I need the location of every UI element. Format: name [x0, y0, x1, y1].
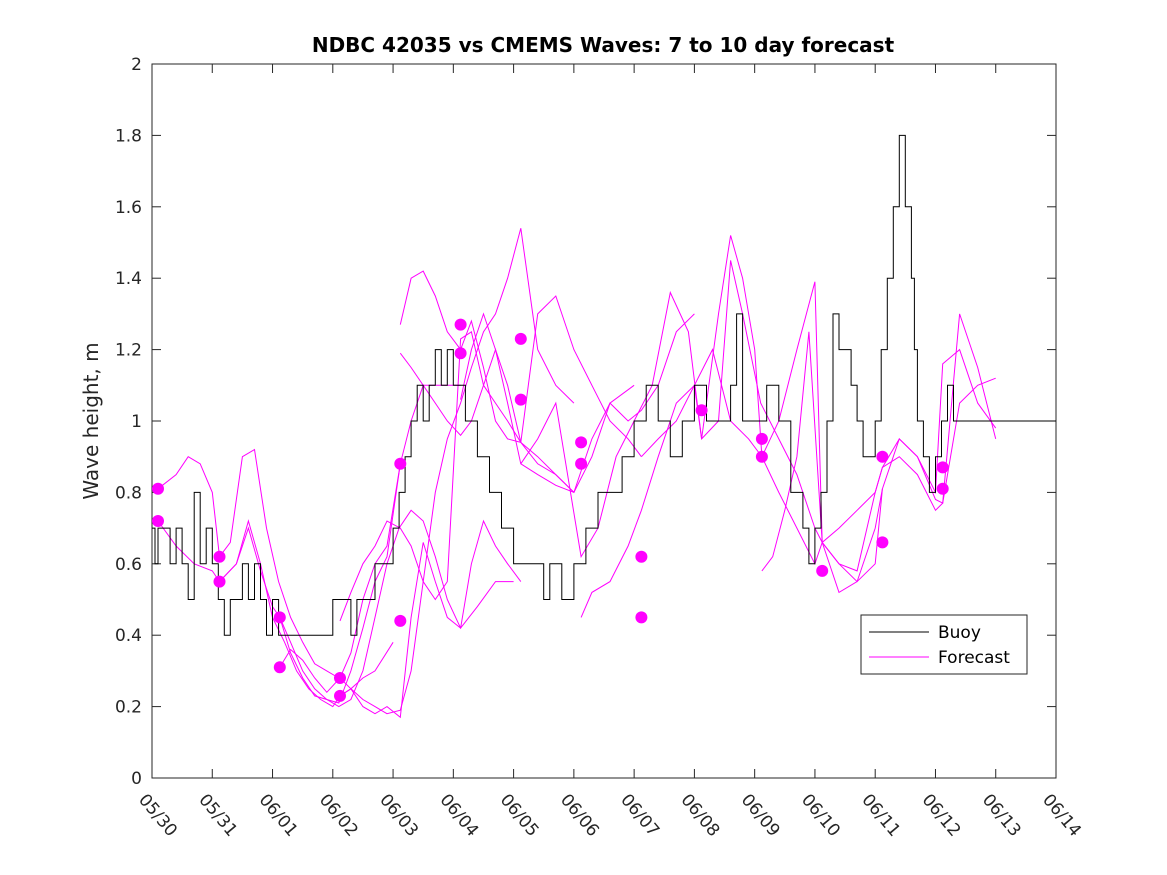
forecast-series-line [460, 312, 695, 494]
y-tick-label: 0.8 [115, 483, 142, 503]
forecast-start-point [936, 461, 949, 474]
y-tick-label: 0 [131, 769, 142, 789]
y-tick-label: 1.8 [115, 126, 142, 146]
y-tick-label: 1.6 [115, 198, 142, 218]
forecast-series-line [520, 235, 763, 559]
forecast-start-point [394, 457, 407, 470]
forecast-start-point [575, 457, 588, 470]
y-axis-label: Wave height, m [79, 342, 103, 499]
legend-forecast-label: Forecast [938, 648, 1010, 668]
y-tick-label: 0.2 [115, 698, 142, 718]
forecast-series-line [157, 448, 340, 679]
forecast-start-point [575, 436, 588, 449]
y-tick-label: 1 [131, 412, 142, 432]
forecast-start-point [755, 450, 768, 463]
forecast-start-point [334, 689, 346, 702]
legend-box [860, 614, 1028, 675]
forecast-start-point [514, 393, 527, 406]
forecast-start-point [152, 482, 164, 495]
forecast-start-point [273, 611, 286, 624]
forecast-start-point [936, 482, 949, 495]
forecast-start-point [394, 614, 407, 627]
forecast-series-line [761, 281, 997, 583]
forecast-start-point [876, 536, 889, 549]
forecast-start-point [695, 404, 708, 417]
forecast-start-point [213, 575, 226, 588]
forecast-series-line [339, 519, 522, 719]
forecast-start-point [514, 332, 527, 345]
forecast-series-line [339, 228, 575, 715]
y-tick-label: 2 [131, 55, 142, 75]
forecast-start-point [213, 550, 226, 563]
y-tick-label: 1.4 [115, 269, 142, 289]
legend: Buoy Forecast [860, 614, 1028, 675]
forecast-start-point [334, 672, 346, 684]
forecast-start-point [273, 661, 286, 674]
forecast-series-line [219, 463, 401, 704]
forecast-series-line [641, 260, 996, 544]
y-tick-label: 0.4 [115, 626, 142, 646]
forecast-start-point [755, 432, 768, 445]
forecast-start-point [454, 318, 467, 331]
forecast-series-line [399, 270, 642, 457]
forecast-start-point [876, 450, 889, 463]
legend-buoy-label: Buoy [938, 623, 981, 643]
forecast-start-point [816, 564, 829, 577]
forecast-start-point [454, 347, 467, 360]
buoy-series-line [152, 134, 1056, 636]
forecast-start-point [635, 550, 648, 563]
forecast-start-point [635, 611, 648, 624]
y-tick-label: 1.2 [115, 341, 142, 361]
forecast-series-line [580, 348, 883, 618]
y-tick-label: 0.6 [115, 555, 142, 575]
forecast-series-line [761, 313, 997, 572]
chart-title: NDBC 42035 vs CMEMS Waves: 7 to 10 day f… [312, 33, 895, 57]
forecast-start-point [152, 515, 164, 527]
